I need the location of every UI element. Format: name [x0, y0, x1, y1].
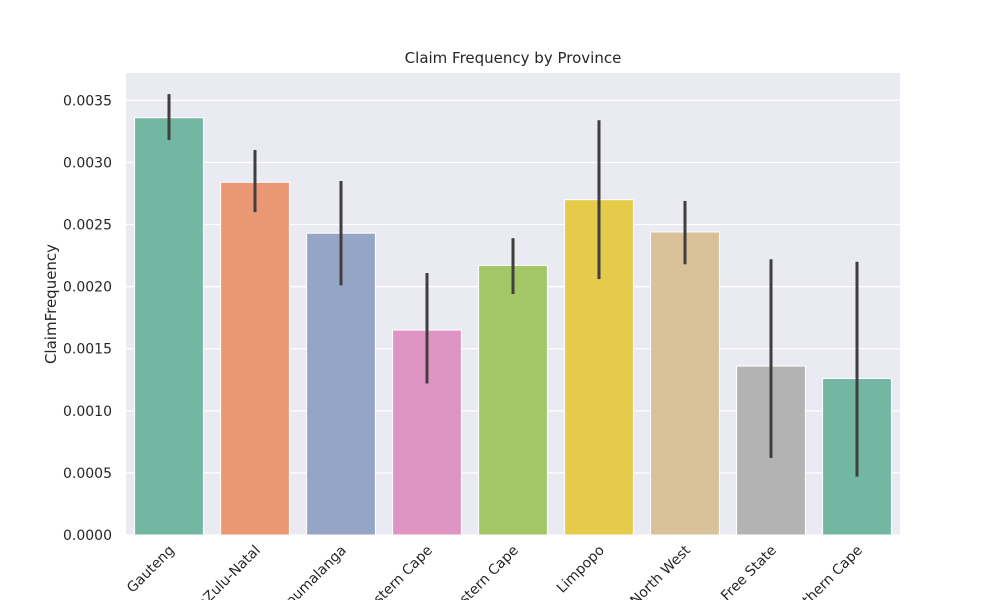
bar-kwazulu-natal	[220, 181, 290, 536]
bars	[134, 117, 892, 536]
x-tick-label: Eastern Cape	[444, 543, 521, 600]
chart-title: Claim Frequency by Province	[405, 49, 622, 67]
y-tick-label: 0.0015	[63, 342, 112, 358]
x-axis-ticks: Gauteng KwaZulu-Natal Mpumalanga Western Ca…	[124, 542, 866, 600]
y-tick-label: 0.0025	[63, 218, 112, 234]
y-tick-label: 0.0000	[63, 528, 112, 544]
x-tick-label: Northern Cape	[782, 543, 866, 600]
x-tick-label: Mpumalanga	[274, 543, 350, 600]
x-tick-label: KwaZulu-Natal	[180, 543, 264, 600]
y-tick-label: 0.0035	[63, 93, 112, 109]
error-bars	[167, 94, 859, 477]
bar-gauteng	[134, 117, 204, 536]
y-axis-ticks: 0.0000 0.0005 0.0010 0.0015 0.0020 0.0025 0.00…	[63, 93, 112, 544]
x-tick-label: Free State	[718, 543, 780, 600]
bar-north-west	[650, 231, 720, 536]
x-tick-label: Gauteng	[124, 543, 178, 597]
bar-eastern-cape	[478, 265, 548, 536]
x-tick-label: Limpopo	[554, 543, 608, 597]
y-tick-label: 0.0010	[63, 404, 112, 420]
y-tick-label: 0.0020	[63, 280, 112, 296]
x-tick-label: Western Cape	[355, 543, 435, 600]
y-axis-label: ClaimFrequency	[42, 244, 60, 364]
x-tick-label: North West	[627, 542, 694, 600]
y-tick-label: 0.0005	[63, 466, 112, 482]
y-tick-label: 0.0030	[63, 155, 112, 171]
